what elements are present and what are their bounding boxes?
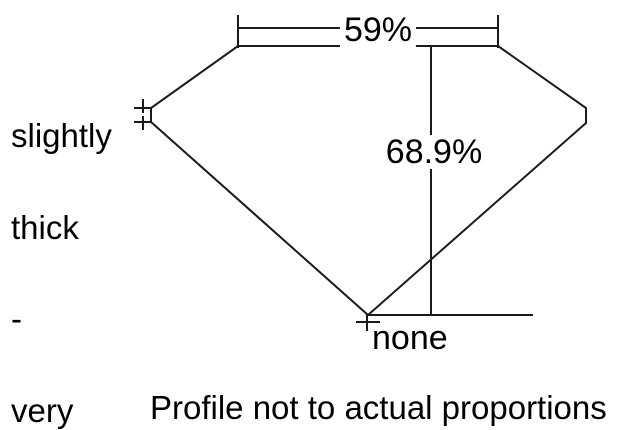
diamond-outline [150,45,587,317]
girdle-label-line: - [11,300,22,337]
culet-value: none [372,319,448,357]
girdle-label-line: very [11,391,74,429]
caption-text: Profile not to actual proportions [150,389,607,426]
girdle-label-line: slightly [11,117,112,154]
table-width-value: 59% [339,13,417,47]
girdle-thickness-label: slightly thick - very thick (faceted) [11,60,141,430]
girdle-label-line: thick [11,208,79,246]
depth-value: 68.9% [382,135,486,169]
